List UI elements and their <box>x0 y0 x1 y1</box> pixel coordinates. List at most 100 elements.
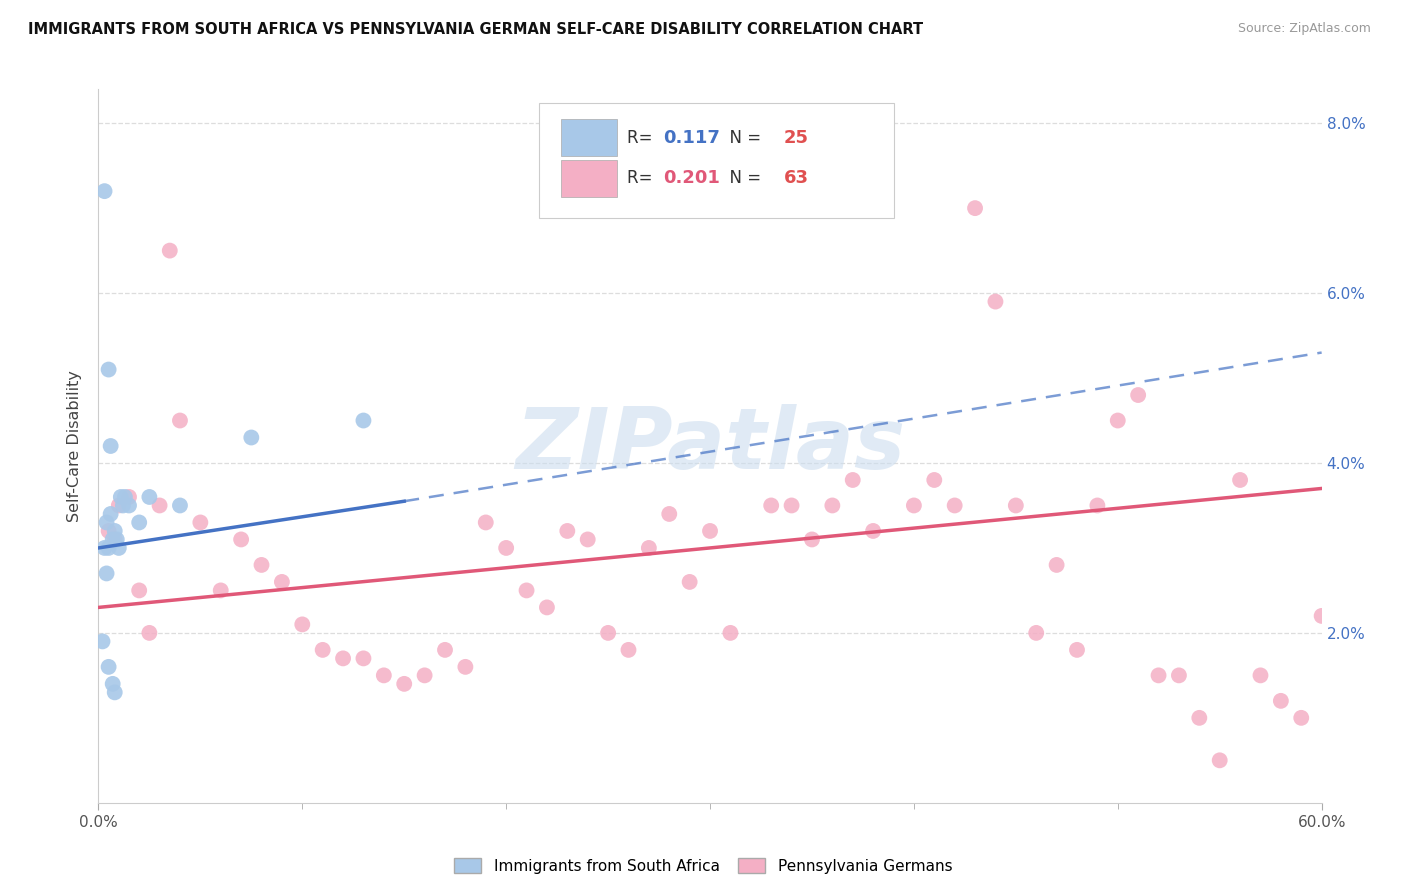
Legend: Immigrants from South Africa, Pennsylvania Germans: Immigrants from South Africa, Pennsylvan… <box>447 852 959 880</box>
Point <box>1249 668 1271 682</box>
Point <box>1188 711 1211 725</box>
Point <box>96 566 118 581</box>
Text: 63: 63 <box>783 169 808 187</box>
Point <box>984 294 1007 309</box>
Point <box>149 499 172 513</box>
Point <box>759 499 782 513</box>
Text: R=: R= <box>627 169 658 187</box>
Point <box>159 244 181 258</box>
Point <box>1025 626 1047 640</box>
Point <box>1147 668 1170 682</box>
Point <box>332 651 354 665</box>
Point <box>821 499 844 513</box>
Point <box>1066 643 1088 657</box>
Point <box>638 541 661 555</box>
Point <box>495 541 517 555</box>
Point <box>1128 388 1150 402</box>
Text: 0.117: 0.117 <box>664 128 720 146</box>
Point <box>516 583 538 598</box>
Point <box>101 533 124 547</box>
Point <box>97 660 120 674</box>
FancyBboxPatch shape <box>538 103 894 218</box>
Point <box>209 583 232 598</box>
Point <box>118 490 141 504</box>
Point <box>118 499 141 513</box>
Point <box>97 541 120 555</box>
Point <box>104 533 127 547</box>
Point <box>1167 668 1189 682</box>
Point <box>903 499 925 513</box>
FancyBboxPatch shape <box>561 120 617 156</box>
Point <box>943 499 966 513</box>
Point <box>536 600 558 615</box>
Text: 0.201: 0.201 <box>664 169 720 187</box>
Text: Source: ZipAtlas.com: Source: ZipAtlas.com <box>1237 22 1371 36</box>
Point <box>1004 499 1026 513</box>
Point <box>169 413 191 427</box>
Point <box>111 499 134 513</box>
Point <box>862 524 884 538</box>
Point <box>1310 608 1333 623</box>
Point <box>128 583 150 598</box>
Point <box>576 533 599 547</box>
Point <box>96 516 118 530</box>
Point <box>108 541 131 555</box>
Point <box>1270 694 1292 708</box>
Text: N =: N = <box>718 169 766 187</box>
Text: IMMIGRANTS FROM SOUTH AFRICA VS PENNSYLVANIA GERMAN SELF-CARE DISABILITY CORRELA: IMMIGRANTS FROM SOUTH AFRICA VS PENNSYLV… <box>28 22 924 37</box>
Point <box>128 516 150 530</box>
Point <box>100 507 122 521</box>
Point <box>1208 753 1232 767</box>
Point <box>433 643 456 657</box>
Point <box>93 184 115 198</box>
Point <box>780 499 803 513</box>
Point <box>104 524 127 538</box>
Point <box>169 499 191 513</box>
Point <box>101 677 124 691</box>
Point <box>1291 711 1313 725</box>
Point <box>312 643 335 657</box>
Point <box>557 524 579 538</box>
Point <box>801 533 824 547</box>
Point <box>93 541 115 555</box>
Point <box>413 668 436 682</box>
Point <box>138 626 160 640</box>
Point <box>110 490 132 504</box>
Point <box>699 524 721 538</box>
Text: ZIPatlas: ZIPatlas <box>515 404 905 488</box>
Point <box>291 617 314 632</box>
Point <box>1045 558 1069 572</box>
Point <box>1107 413 1129 427</box>
Point <box>138 490 160 504</box>
FancyBboxPatch shape <box>561 160 617 197</box>
Text: R=: R= <box>627 128 658 146</box>
Point <box>922 473 945 487</box>
Point <box>97 362 120 376</box>
Text: 25: 25 <box>783 128 808 146</box>
Point <box>454 660 477 674</box>
Point <box>474 516 498 530</box>
Text: N =: N = <box>718 128 766 146</box>
Point <box>352 651 374 665</box>
Point <box>679 574 702 589</box>
Point <box>1229 473 1251 487</box>
Point <box>108 499 131 513</box>
Point <box>596 626 619 640</box>
Point <box>240 430 263 444</box>
Point <box>114 490 136 504</box>
Point <box>1085 499 1108 513</box>
Point <box>373 668 395 682</box>
Point <box>97 524 120 538</box>
Point <box>658 507 681 521</box>
Point <box>270 574 294 589</box>
Point <box>841 473 863 487</box>
Point <box>617 643 640 657</box>
Point <box>392 677 416 691</box>
Point <box>352 413 374 427</box>
Point <box>100 439 122 453</box>
Point <box>104 685 127 699</box>
Point <box>231 533 253 547</box>
Y-axis label: Self-Care Disability: Self-Care Disability <box>67 370 83 522</box>
Point <box>188 516 212 530</box>
Point <box>250 558 273 572</box>
